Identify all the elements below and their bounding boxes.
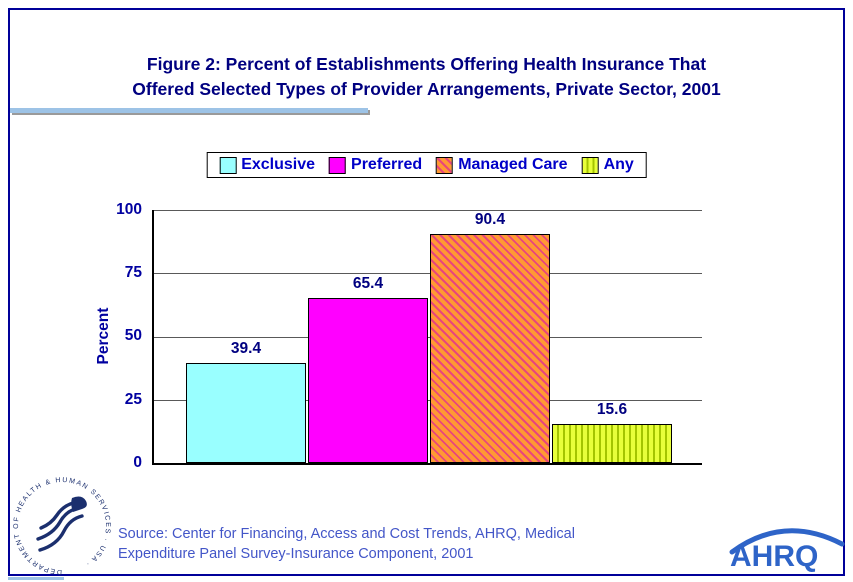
legend-swatch-any-icon — [581, 156, 599, 174]
y-tick-50: 50 — [124, 327, 142, 344]
bar-exclusive: 39.4 — [186, 340, 306, 463]
chart-title: Figure 2: Percent of Establishments Offe… — [0, 52, 853, 103]
source-text-line2: Expenditure Panel Survey-Insurance Compo… — [118, 546, 474, 563]
legend-swatch-preferred-icon — [329, 156, 347, 174]
chart-title-line1: Figure 2: Percent of Establishments Offe… — [146, 54, 707, 74]
chart-title-line2: Offered Selected Types of Provider Arran… — [132, 79, 721, 100]
legend-item-exclusive: Exclusive — [219, 156, 315, 174]
legend-label-preferred: Preferred — [351, 156, 423, 173]
title-underline — [10, 108, 368, 113]
bottom-accent-line — [8, 577, 64, 580]
legend-swatch-managed-care-icon — [436, 156, 454, 174]
legend-item-preferred: Preferred — [329, 156, 422, 174]
bar-value-any: 15.6 — [596, 401, 628, 418]
source-text: Source: Center for Financing, Access and… — [118, 524, 678, 565]
hhs-seal-text: DEPARTMENT OF HEALTH & HUMAN SERVICES · … — [13, 477, 111, 575]
bar-value-managed-care: 90.4 — [474, 211, 506, 228]
y-tick-75: 75 — [124, 264, 142, 281]
bar-value-preferred: 65.4 — [352, 275, 384, 292]
legend-label-managed-care: Managed Care — [458, 156, 568, 173]
legend-item-managed-care: Managed Care — [436, 156, 568, 174]
legend-label-exclusive: Exclusive — [241, 156, 316, 173]
y-tick-25: 25 — [124, 391, 142, 408]
legend-label-any: Any — [603, 156, 634, 173]
legend-item-any: Any — [581, 156, 634, 174]
bar-preferred: 65.4 — [308, 275, 428, 463]
gridline-100 — [154, 210, 702, 211]
gridline-75 — [154, 273, 702, 274]
gridline-25 — [154, 400, 702, 401]
eagle-icon — [36, 501, 84, 552]
y-tick-0: 0 — [133, 454, 142, 471]
plot-area: 39.4 65.4 90.4 15.6 — [152, 210, 702, 465]
bar-any: 15.6 — [552, 401, 672, 463]
chart-legend: Exclusive Preferred Managed Care Any — [206, 152, 647, 178]
legend-swatch-exclusive-icon — [219, 156, 237, 174]
hhs-logo: DEPARTMENT OF HEALTH & HUMAN SERVICES · … — [13, 477, 111, 575]
bar-value-exclusive: 39.4 — [230, 340, 262, 357]
eagle-head-icon — [71, 496, 87, 512]
ahrq-logo-text: AHRQ — [730, 540, 818, 573]
ahrq-arc-icon — [729, 528, 845, 555]
source-text-line1: Source: Center for Financing, Access and… — [118, 526, 575, 542]
bar-managed-care: 90.4 — [430, 211, 550, 463]
gridline-50 — [154, 337, 702, 338]
y-tick-100: 100 — [116, 201, 142, 218]
ahrq-logo: AHRQ — [729, 528, 845, 573]
